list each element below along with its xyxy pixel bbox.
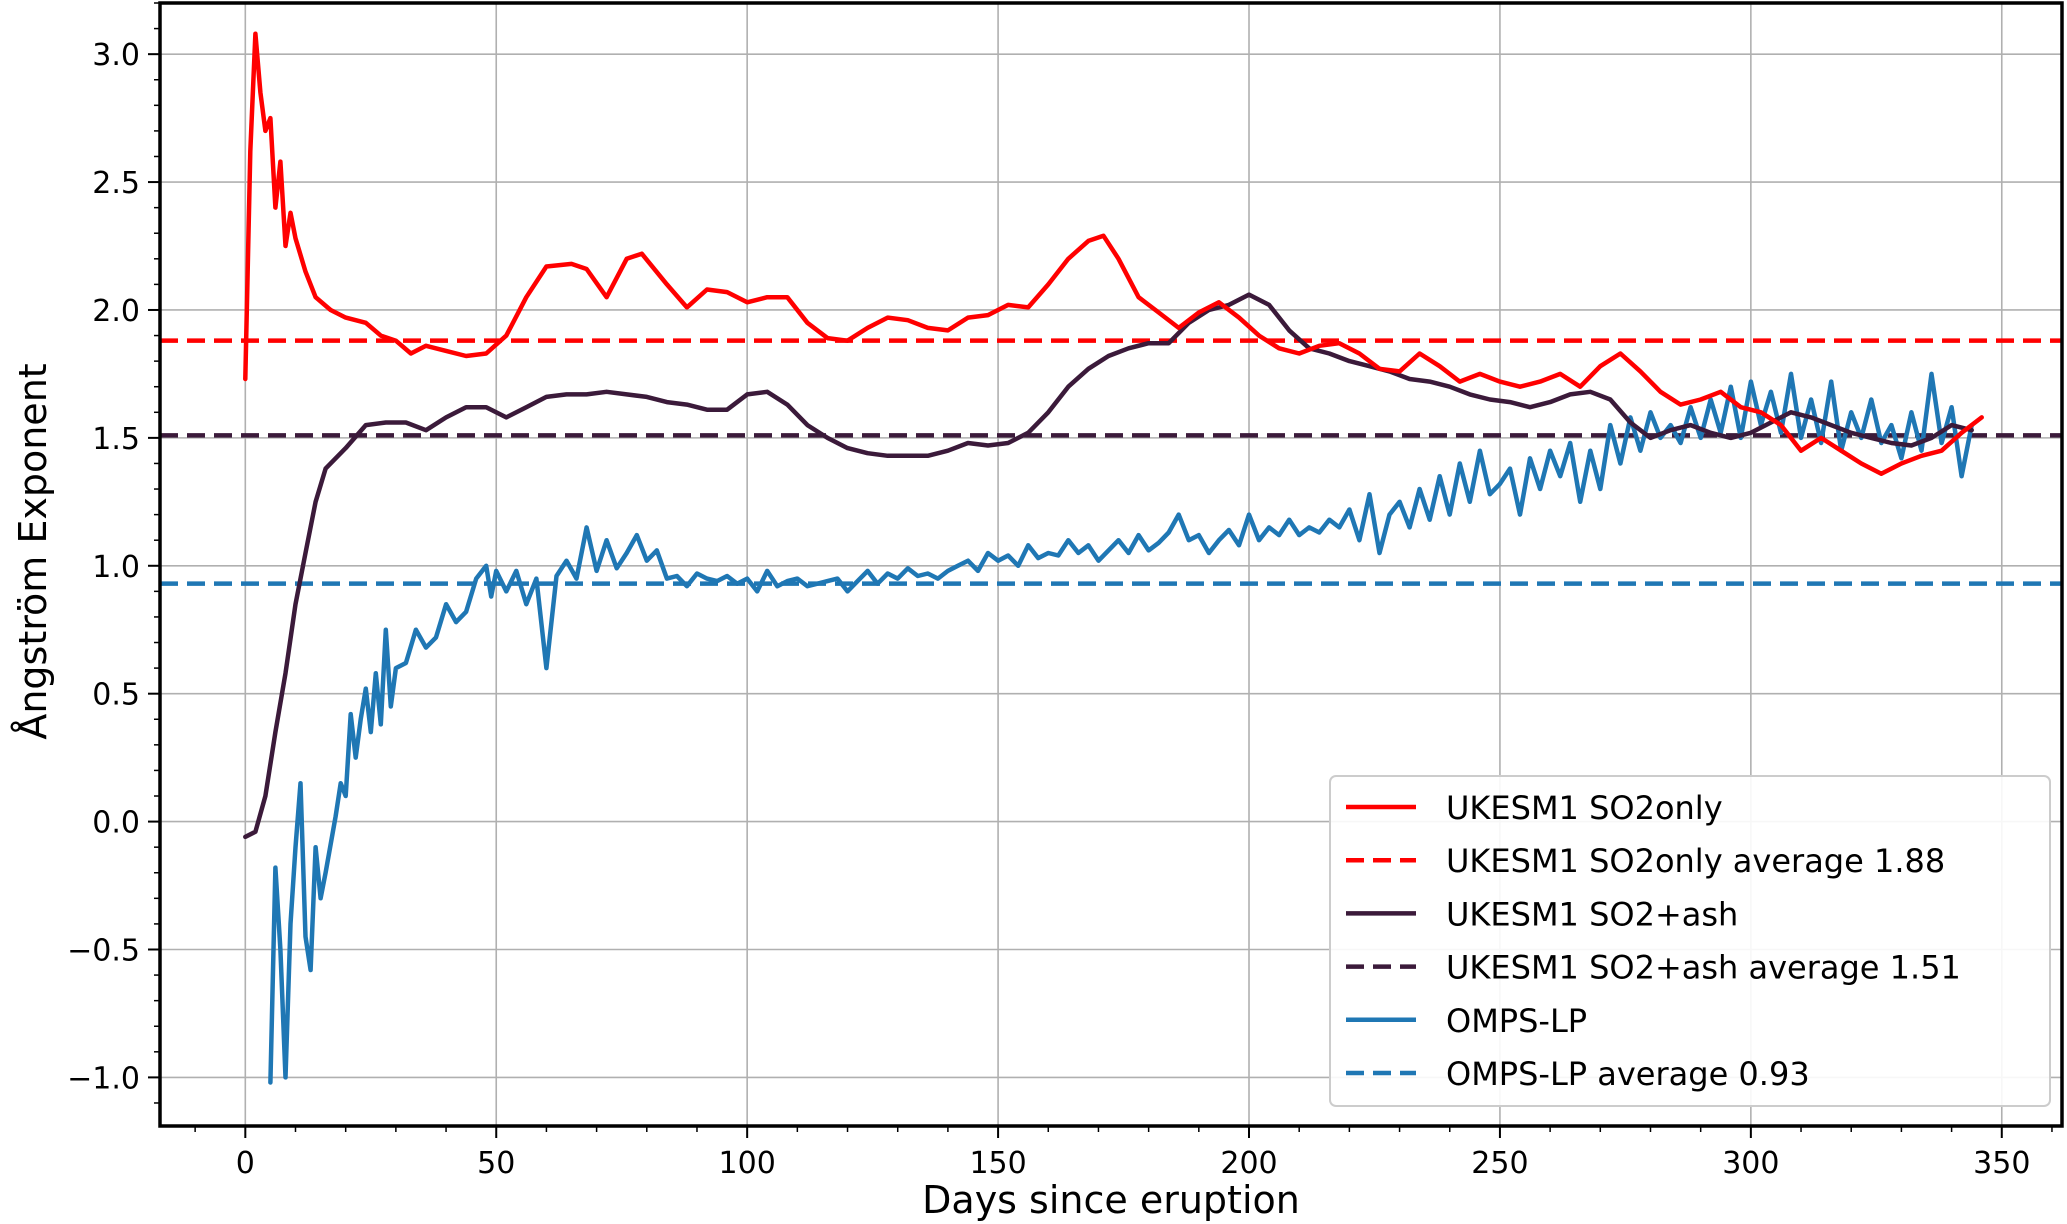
y-tick-label: 2.5 [92,166,140,201]
y-tick-label: 0.5 [92,678,140,713]
legend-item-omps-lp: OMPS-LP [1346,1002,1587,1040]
legend-label: UKESM1 SO2+ash [1446,895,1738,933]
legend-label: UKESM1 SO2+ash average 1.51 [1446,949,1961,987]
legend-label: UKESM1 SO2only [1446,789,1723,827]
y-tick-label: 1.0 [92,550,140,585]
x-axis-title: Days since eruption [922,1178,1300,1222]
grid [160,3,2062,1126]
axes: 0 50 100 150 200 250 300 350 −1.0 −0.5 0.0 0.5 1.0 1.… [67,2,2053,1181]
x-tick-label: 300 [1722,1146,1779,1181]
x-tick-label: 0 [236,1146,255,1181]
y-axis-title: Ångström Exponent [11,363,55,739]
series-ukesm1-so2-ash [243,292,1974,840]
y-tick-label: −1.0 [67,1061,140,1096]
legend-item-ukesm1-so2-ash: UKESM1 SO2+ash [1346,895,1738,933]
series-layer [160,31,2062,1085]
legend-box [1329,775,2051,1107]
legend-item-ukesm1-so2only: UKESM1 SO2only [1346,789,1723,827]
y-tick-label: 2.0 [92,294,140,329]
y-tick-label: 0.0 [92,806,140,841]
legend: UKESM1 SO2only UKESM1 SO2only average 1.8… [1329,775,2051,1107]
legend-label: OMPS-LP average 0.93 [1446,1055,1810,1093]
legend-item-omps-lp-average-0-93: OMPS-LP average 0.93 [1346,1055,1810,1093]
series-ukesm1-so2only [243,31,1984,476]
y-tick-label: 3.0 [92,38,140,73]
legend-label: UKESM1 SO2only average 1.88 [1446,842,1945,880]
x-tick-label: 150 [969,1146,1026,1181]
x-tick-label: 350 [1973,1146,2030,1181]
x-tick-label: 200 [1220,1146,1277,1181]
legend-label: OMPS-LP [1446,1002,1587,1040]
legend-item-ukesm1-so2only-average-1-88: UKESM1 SO2only average 1.88 [1346,842,1945,880]
legend-item-ukesm1-so2-ash-average-1-51: UKESM1 SO2+ash average 1.51 [1346,949,1961,987]
y-tick-label: 1.5 [92,422,140,457]
plot-frame [158,1,2064,1128]
y-tick-label: −0.5 [67,933,140,968]
x-tick-label: 100 [719,1146,776,1181]
x-tick-label: 50 [477,1146,515,1181]
x-tick-label: 250 [1471,1146,1528,1181]
